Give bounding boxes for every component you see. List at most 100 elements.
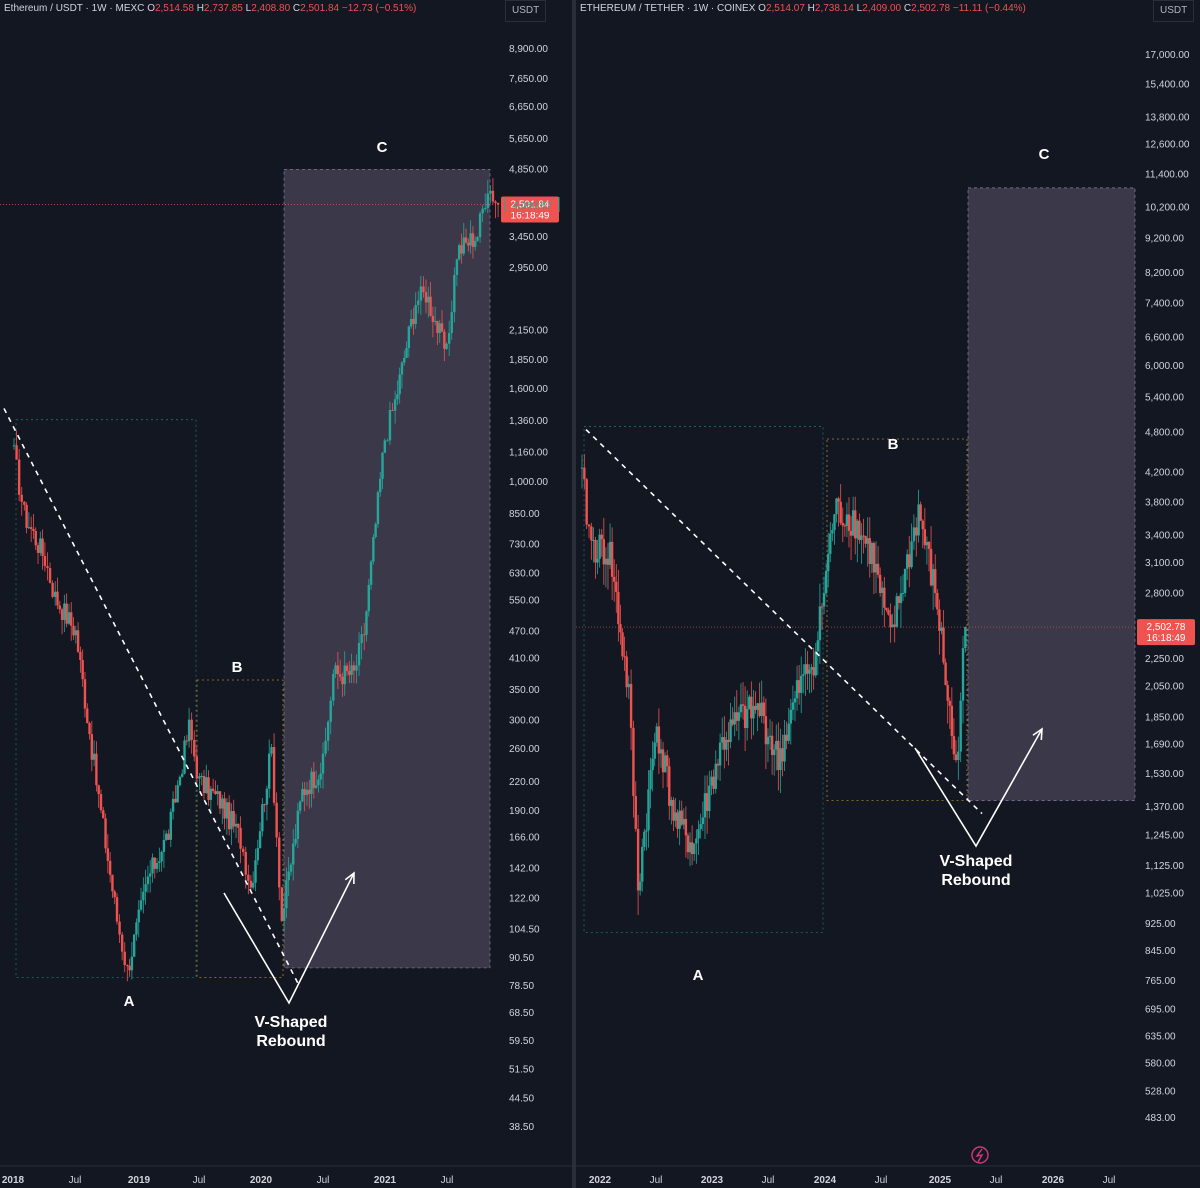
candle-body <box>739 704 743 713</box>
candle-body <box>870 543 874 564</box>
price-axis[interactable] <box>1136 22 1200 1167</box>
candle-body <box>108 860 112 875</box>
y-tick-label: 122.00 <box>509 894 540 905</box>
y-tick-label: 1,025.00 <box>1145 889 1184 900</box>
candle-body <box>393 399 397 411</box>
chart-canvas-right[interactable]: A B C V-Shaped Rebound 17,000.00 15,400.00 13,8… <box>576 0 1200 1188</box>
candle-body <box>912 527 916 542</box>
candle-body <box>422 286 425 293</box>
candle-body <box>491 190 495 202</box>
candle-body <box>352 665 356 671</box>
y-tick-label: 3,100.00 <box>1145 558 1184 569</box>
candle-body <box>583 467 586 480</box>
candle-body <box>329 700 332 722</box>
projection-box-c[interactable] <box>283 168 491 969</box>
wave-box-b[interactable] <box>196 679 284 978</box>
projection-box-c[interactable] <box>967 187 1136 801</box>
y-tick-label: 1,370.00 <box>1145 802 1184 813</box>
symbol-name[interactable]: Ethereum / USDT · 1W · MEXC <box>4 3 145 14</box>
candle-body <box>58 605 61 610</box>
y-tick-label: 850.00 <box>509 509 540 520</box>
candle-body <box>218 791 222 809</box>
y-tick-label: 528.00 <box>1145 1087 1176 1098</box>
v-shape-arrow[interactable] <box>223 872 355 1005</box>
candle-body <box>699 824 702 830</box>
v-shaped-label: V-Shaped <box>940 853 1013 870</box>
candle-body <box>676 812 679 829</box>
candle-body <box>445 343 448 349</box>
chart-pane-right[interactable]: A B C V-Shaped Rebound 17,000.00 15,400.00 13,8… <box>576 0 1200 1188</box>
low-value: 2,408.80 <box>251 3 291 14</box>
candle-body <box>770 735 774 755</box>
y-tick-label: 1,850.00 <box>1145 712 1184 723</box>
trend-line[interactable] <box>3 408 301 988</box>
candle-body <box>775 740 778 750</box>
candle-body <box>831 530 834 534</box>
candle-body <box>754 705 757 710</box>
currency-unit-button[interactable]: USDT <box>505 0 547 22</box>
y-tick-label: 1,690.00 <box>1145 739 1184 750</box>
currency-unit-button[interactable]: USDT <box>1153 0 1195 22</box>
trend-line[interactable] <box>585 429 983 815</box>
candle-body <box>440 323 444 332</box>
candle-body <box>355 665 358 671</box>
x-tick-label: 2019 <box>128 1175 151 1186</box>
lightning-icon[interactable] <box>971 1146 989 1164</box>
chart-canvas-left[interactable]: A B C V-Shaped Rebound 8,900.00 7,650.00 6,650.… <box>0 0 572 1188</box>
x-tick-label: Jul <box>762 1175 775 1186</box>
candle-body <box>645 830 648 832</box>
label-b: B <box>232 659 243 676</box>
candle-body <box>200 775 203 777</box>
candle-body <box>881 587 884 593</box>
candle-body <box>29 527 33 529</box>
candle-body <box>959 700 962 752</box>
candle-body <box>83 679 87 709</box>
candle-body <box>294 838 297 844</box>
candle-body <box>598 534 601 559</box>
candle-body <box>621 632 624 657</box>
candle-body <box>338 674 342 677</box>
y-tick-label: 7,650.00 <box>509 74 548 85</box>
candle-body <box>594 539 597 563</box>
candle-body <box>837 498 840 502</box>
candle-body <box>592 539 595 541</box>
symbol-name[interactable]: ETHEREUM / TETHER · 1W · COINEX <box>580 3 756 14</box>
candle-body <box>247 874 250 881</box>
candle-body <box>436 320 439 333</box>
candle-body <box>917 504 920 536</box>
candle-body <box>779 748 782 771</box>
candle-body <box>86 708 89 724</box>
v-shape-arrow[interactable] <box>914 728 1043 848</box>
wave-box-a[interactable] <box>15 419 197 978</box>
candle-body <box>610 541 614 577</box>
candle-body <box>806 664 809 674</box>
candle-body <box>938 609 941 631</box>
wave-box-b[interactable] <box>826 438 968 801</box>
chart-pane-left[interactable]: A B C V-Shaped Rebound 8,900.00 7,650.00 6,650.… <box>0 0 572 1188</box>
candle-body <box>818 606 822 641</box>
pane-divider[interactable] <box>572 0 576 1188</box>
open-label: O <box>147 3 155 14</box>
candle-body <box>123 951 126 966</box>
marker-tag-value: 4,060.67 <box>513 200 552 211</box>
candle-body <box>893 624 896 627</box>
candle-body <box>254 860 257 883</box>
last-price-value: 2,501.84 <box>511 200 550 211</box>
candle-body <box>484 207 487 209</box>
x-tick-label: Jul <box>317 1175 330 1186</box>
x-tick-label: Jul <box>193 1175 206 1186</box>
candle-body <box>447 332 451 344</box>
candle-body <box>934 569 937 593</box>
label-c: C <box>377 139 388 156</box>
candle-body <box>301 789 304 802</box>
candle-body <box>686 835 690 853</box>
candle-body <box>120 934 124 952</box>
wave-box-a[interactable] <box>583 426 824 933</box>
y-tick-label: 6,000.00 <box>1145 361 1184 372</box>
candle-body <box>214 791 217 794</box>
label-a: A <box>124 993 135 1010</box>
candle-body <box>221 798 224 809</box>
y-tick-label: 2,800.00 <box>1145 589 1184 600</box>
y-tick-label: 765.00 <box>1145 976 1176 987</box>
candle-body <box>51 582 54 597</box>
